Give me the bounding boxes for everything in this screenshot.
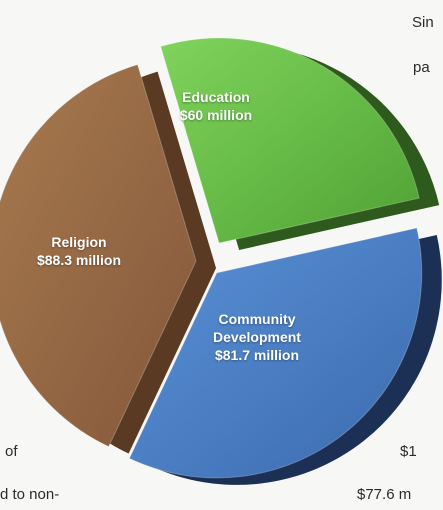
slice-label-religion-line-1: Religion [51, 234, 107, 250]
body-text-bottom-left-2: d to non- [0, 486, 60, 503]
slice-label-community-line-1: Community [218, 311, 296, 327]
slice-label-religion: Religion $88.3 million [37, 233, 121, 269]
body-text-bottom-left-1: of [5, 443, 18, 460]
body-text-top-right-2: pa [413, 59, 430, 76]
slice-label-community-line-3: $81.7 million [214, 347, 300, 363]
slice-label-religion-line-2: $88.3 million [36, 252, 122, 268]
body-text-top-right-1: Sin [412, 14, 434, 31]
body-text-bottom-right-1: $1 [400, 443, 417, 460]
slice-label-education: Education $60 million [180, 88, 252, 124]
pie-slice-education [160, 37, 420, 244]
slice-label-education-line-1: Education [182, 89, 250, 105]
slice-label-education-line-2: $60 million [179, 107, 253, 123]
body-text-bottom-right-2: $77.6 m [357, 486, 412, 503]
slice-label-community-development: Community Development $81.7 million [213, 310, 301, 364]
pie-slice-community-development [128, 227, 423, 479]
pie-slice-religion [0, 63, 197, 448]
slice-label-community-line-2: Development [213, 329, 301, 345]
